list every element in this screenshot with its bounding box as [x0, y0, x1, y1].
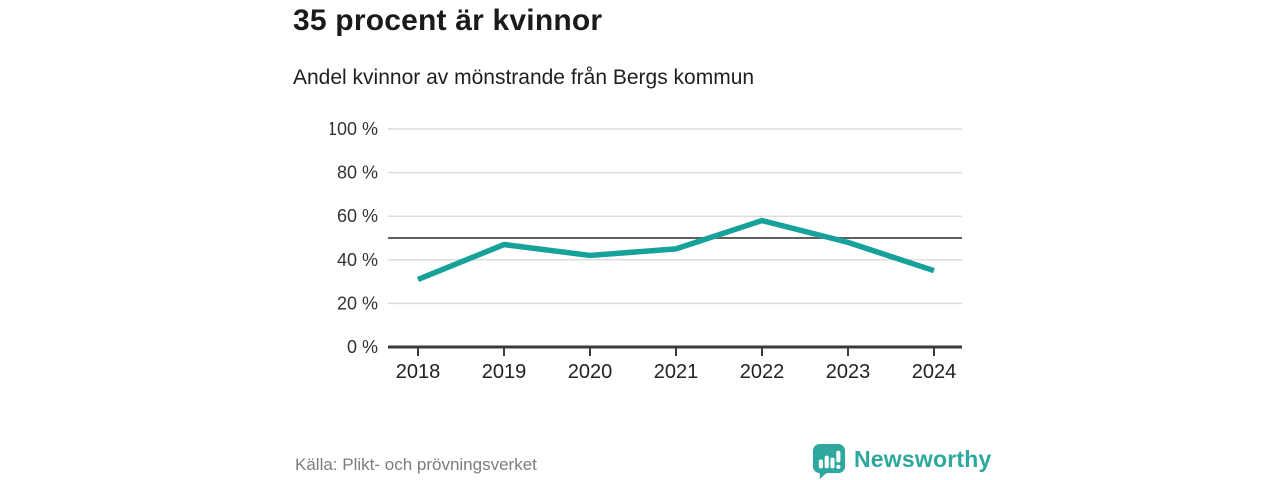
x-axis-tick-label: 2023	[826, 361, 871, 383]
x-axis-tick-label: 2024	[912, 361, 957, 383]
y-axis-tick-label: 100 %	[330, 119, 378, 139]
chart-subtitle: Andel kvinnor av mönstrande från Bergs k…	[293, 66, 755, 89]
y-axis-tick-label: 60 %	[337, 206, 378, 226]
x-axis-tick-label: 2018	[396, 361, 441, 383]
y-axis-tick-label: 20 %	[337, 293, 378, 313]
y-axis-tick-label: 40 %	[337, 250, 378, 270]
y-axis-tick-label: 80 %	[337, 163, 378, 183]
x-axis-tick-label: 2021	[654, 361, 699, 383]
line-chart: 0 % 20 % 40 % 60 % 80 % 100 % 2018 2019 2020 2021…	[327, 110, 990, 400]
x-axis-tick-label: 2019	[482, 361, 527, 383]
data-line-andel-kvinnor	[416, 217, 935, 282]
x-axis-tick-label: 2020	[568, 361, 613, 383]
x-axis-tick-label: 2022	[740, 361, 785, 383]
newsworthy-logo-icon	[812, 443, 846, 479]
brand-logo: Newsworthy	[812, 443, 991, 479]
source-note: Källa: Plikt- och prövningsverket	[295, 455, 537, 474]
page-title: 35 procent är kvinnor	[293, 4, 603, 37]
line-chart-svg: 0 % 20 % 40 % 60 % 80 % 100 % 2018 2019 2020 2021…	[327, 119, 962, 383]
brand-name: Newsworthy	[854, 445, 992, 472]
y-axis-tick-label: 0 %	[347, 337, 378, 357]
